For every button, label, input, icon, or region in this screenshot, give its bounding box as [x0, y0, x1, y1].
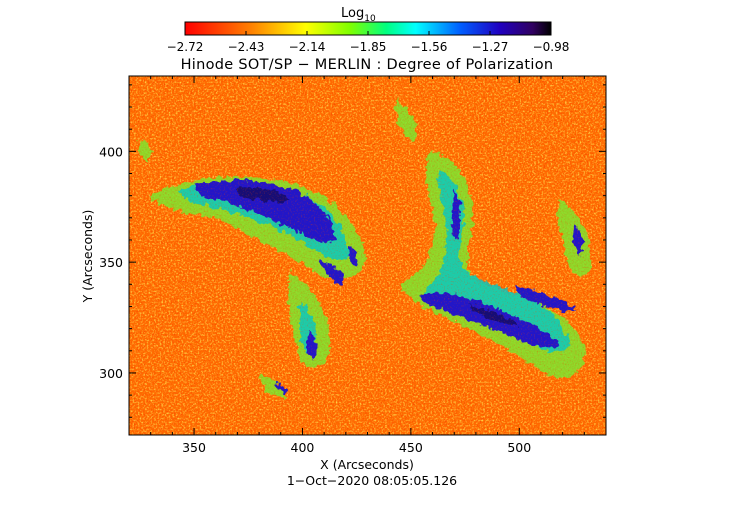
colorbar-tick-label: −1.85 [350, 40, 387, 54]
y-axis-ticks: 300 350 400 [99, 84, 606, 418]
colorbar-tick-label: −2.14 [289, 40, 326, 54]
colorbar-label-base: Log [341, 6, 364, 21]
x-axis-label: X (Arcseconds) [320, 457, 414, 472]
polarization-map [129, 76, 606, 435]
colorbar-ticks: −2.72 −2.43 −2.14 −1.85 −1.56 −1.27 −0.98 [167, 31, 570, 54]
x-tick-label: 400 [291, 440, 315, 455]
colorbar-label: Log10 [341, 6, 376, 24]
colorbar-tick-label: −1.56 [411, 40, 448, 54]
colorbar: Log10 −2.72 −2.43 −2.14 −1.85 −1.56 −1.27 −0.9… [167, 6, 570, 54]
colorbar-tick-label: −0.98 [533, 40, 570, 54]
colorbar-label-subscript: 10 [364, 14, 376, 24]
y-axis-label: Y (Arcseconds) [80, 210, 95, 304]
plot-title: Hinode SOT/SP − MERLIN : Degree of Polar… [181, 57, 554, 73]
colorbar-tick-label: −2.72 [167, 40, 204, 54]
x-axis-ticks: 350 400 450 500 [150, 76, 607, 455]
x-tick-label: 500 [507, 440, 531, 455]
y-tick-label: 350 [99, 255, 123, 270]
timestamp: 1−Oct−2020 08:05:05.126 [287, 473, 457, 488]
colorbar-tick-label: −2.43 [228, 40, 265, 54]
y-tick-label: 400 [99, 144, 123, 159]
x-tick-label: 450 [399, 440, 423, 455]
colorbar-tick-label: −1.27 [472, 40, 509, 54]
x-tick-label: 350 [182, 440, 206, 455]
y-tick-label: 300 [99, 366, 123, 381]
